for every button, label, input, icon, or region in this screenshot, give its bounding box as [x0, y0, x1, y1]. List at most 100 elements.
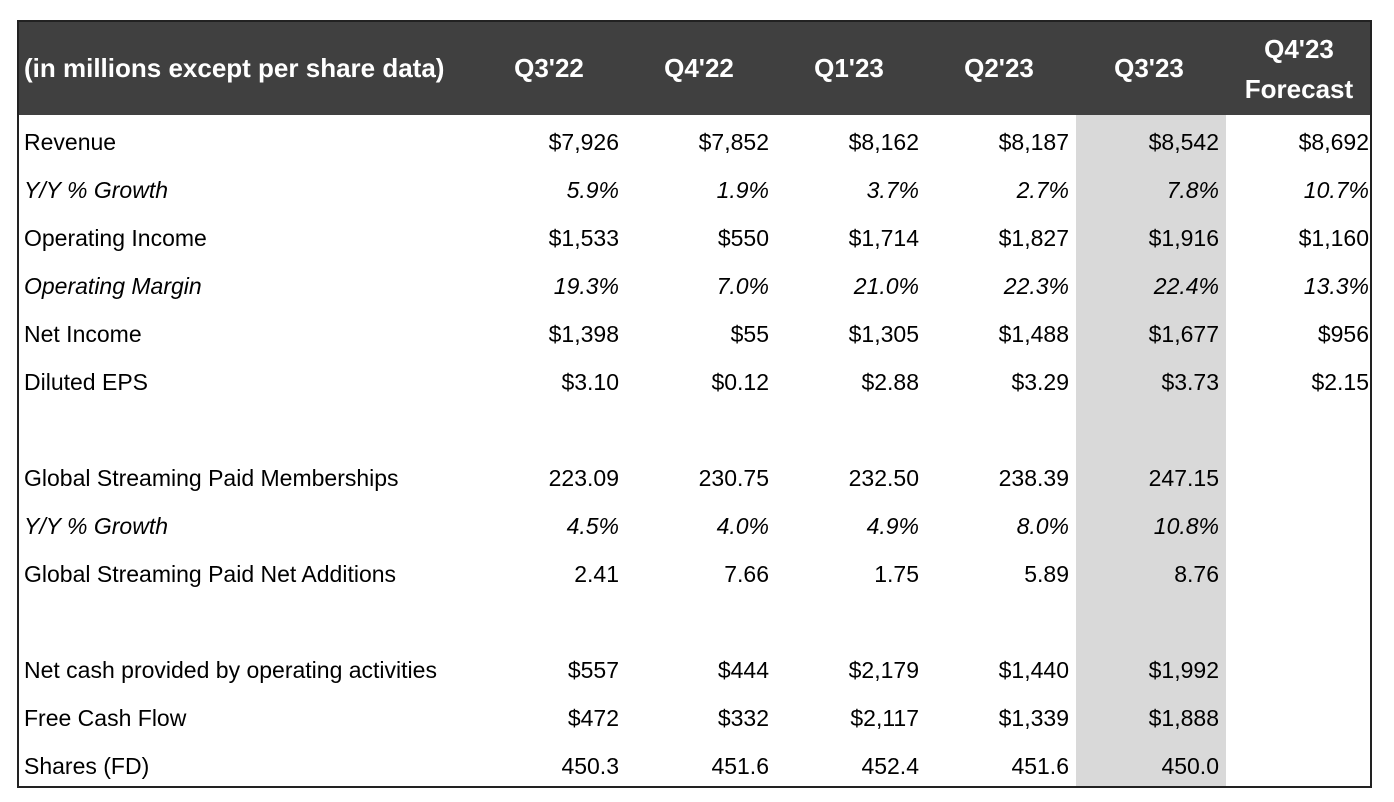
- value-cell: 4.9%: [866, 512, 919, 539]
- value-cell: $1,827: [998, 224, 1069, 251]
- value-cell: $2,179: [848, 656, 919, 683]
- row-label: Operating Income: [24, 224, 207, 251]
- value-cell: 7.0%: [716, 272, 769, 299]
- row-label: Global Streaming Paid Net Additions: [24, 560, 397, 587]
- value-cell: 238.39: [998, 464, 1069, 491]
- value-cell: 7.8%: [1166, 176, 1219, 203]
- value-cell: $55: [730, 320, 769, 347]
- row-free-cash-flow: Free Cash Flow $472 $332 $2,117 $1,339 $…: [19, 694, 1370, 742]
- value-cell: 5.9%: [566, 176, 619, 203]
- value-cell: $8,542: [1148, 128, 1219, 155]
- row-label: Global Streaming Paid Memberships: [24, 464, 399, 491]
- row-label: Free Cash Flow: [24, 704, 187, 731]
- row-memberships-growth: Y/Y % Growth 4.5% 4.0% 4.9% 8.0% 10.8%: [19, 502, 1370, 550]
- value-cell: $2,117: [850, 704, 919, 731]
- current-quarter-highlight: [1076, 115, 1226, 786]
- value-cell: $1,160: [1298, 224, 1369, 251]
- value-cell: 2.41: [574, 560, 619, 587]
- header-units-label: (in millions except per share data): [24, 53, 445, 83]
- value-cell: $332: [717, 704, 769, 731]
- value-cell: $2.88: [861, 368, 919, 395]
- value-cell: $8,187: [998, 128, 1069, 155]
- row-label: Y/Y % Growth: [24, 176, 169, 203]
- row-label: Revenue: [24, 128, 117, 155]
- row-label: Diluted EPS: [24, 368, 149, 395]
- row-net-additions: Global Streaming Paid Net Additions 2.41…: [19, 550, 1370, 598]
- row-net-income: Net Income $1,398 $55 $1,305 $1,488 $1,6…: [19, 310, 1370, 358]
- header-forecast: Q4'23 Forecast: [1224, 22, 1370, 115]
- value-cell: $1,339: [998, 704, 1069, 731]
- value-cell: $1,916: [1148, 224, 1219, 251]
- value-cell: 10.8%: [1153, 512, 1219, 539]
- row-shares-fd: Shares (FD) 450.3 451.6 452.4 451.6 450.…: [19, 742, 1370, 786]
- value-cell: 1.9%: [716, 176, 769, 203]
- value-cell: 10.7%: [1303, 176, 1369, 203]
- value-cell: 5.89: [1024, 560, 1069, 587]
- value-cell: 450.0: [1161, 752, 1219, 779]
- header-forecast-label: Forecast: [1244, 73, 1354, 104]
- value-cell: $3.10: [561, 368, 619, 395]
- value-cell: 8.76: [1174, 560, 1219, 587]
- value-cell: $550: [717, 224, 769, 251]
- row-revenue: Revenue $7,926 $7,852 $8,162 $8,187 $8,5…: [19, 118, 1370, 166]
- value-cell: $8,692: [1298, 128, 1369, 155]
- value-cell: $0.12: [711, 368, 769, 395]
- value-cell: 247.15: [1148, 464, 1219, 491]
- value-cell: $8,162: [848, 128, 919, 155]
- value-cell: 3.7%: [866, 176, 919, 203]
- value-cell: $472: [567, 704, 619, 731]
- value-cell: 22.3%: [1003, 272, 1069, 299]
- value-cell: 451.6: [1011, 752, 1069, 779]
- row-label: Shares (FD): [24, 752, 150, 779]
- value-cell: 230.75: [698, 464, 769, 491]
- value-cell: $1,440: [998, 656, 1069, 683]
- value-cell: 452.4: [861, 752, 919, 779]
- header-quarter: Q3'22: [514, 53, 584, 83]
- value-cell: 22.4%: [1153, 272, 1219, 299]
- value-cell: $7,852: [698, 128, 769, 155]
- header-quarter: Q1'23: [814, 53, 884, 83]
- value-cell: $444: [717, 656, 769, 683]
- value-cell: $1,992: [1148, 656, 1219, 683]
- value-cell: $1,714: [848, 224, 919, 251]
- value-cell: 223.09: [548, 464, 619, 491]
- value-cell: $1,488: [998, 320, 1069, 347]
- value-cell: 4.0%: [716, 512, 769, 539]
- value-cell: $3.29: [1011, 368, 1069, 395]
- value-cell: 1.75: [874, 560, 919, 587]
- value-cell: $1,398: [548, 320, 619, 347]
- row-diluted-eps: Diluted EPS $3.10 $0.12 $2.88 $3.29 $3.7…: [19, 358, 1370, 406]
- value-cell: 450.3: [561, 752, 619, 779]
- financial-summary-table: (in millions except per share data) Q3'2…: [17, 20, 1372, 788]
- row-label: Net Income: [24, 320, 142, 347]
- value-cell: $7,926: [548, 128, 619, 155]
- value-cell: $1,305: [848, 320, 919, 347]
- value-cell: 4.5%: [566, 512, 619, 539]
- value-cell: $557: [567, 656, 619, 683]
- value-cell: $1,677: [1148, 320, 1219, 347]
- value-cell: 7.66: [724, 560, 769, 587]
- row-paid-memberships: Global Streaming Paid Memberships 223.09…: [19, 454, 1370, 502]
- value-cell: $1,533: [548, 224, 619, 251]
- value-cell: 232.50: [848, 464, 919, 491]
- value-cell: 451.6: [711, 752, 769, 779]
- value-cell: $3.73: [1161, 368, 1219, 395]
- value-cell: 8.0%: [1016, 512, 1069, 539]
- value-cell: $1,888: [1148, 704, 1219, 731]
- row-operating-income: Operating Income $1,533 $550 $1,714 $1,8…: [19, 214, 1370, 262]
- header-quarter: Q2'23: [964, 53, 1034, 83]
- row-net-cash-operating: Net cash provided by operating activitie…: [19, 646, 1370, 694]
- row-operating-margin: Operating Margin 19.3% 7.0% 21.0% 22.3% …: [19, 262, 1370, 310]
- header-quarter: Q3'23: [1114, 53, 1184, 83]
- value-cell: 21.0%: [853, 272, 919, 299]
- row-label: Operating Margin: [24, 272, 202, 299]
- row-revenue-growth: Y/Y % Growth 5.9% 1.9% 3.7% 2.7% 7.8% 10…: [19, 166, 1370, 214]
- header-forecast-quarter: Q4'23: [1264, 33, 1334, 64]
- row-label: Net cash provided by operating activitie…: [24, 656, 437, 683]
- value-cell: 13.3%: [1303, 272, 1369, 299]
- row-label: Y/Y % Growth: [24, 512, 169, 539]
- value-cell: $2.15: [1311, 368, 1369, 395]
- table-header-row: (in millions except per share data) Q3'2…: [19, 22, 1370, 115]
- value-cell: $956: [1317, 320, 1369, 347]
- header-quarter: Q4'22: [664, 53, 734, 83]
